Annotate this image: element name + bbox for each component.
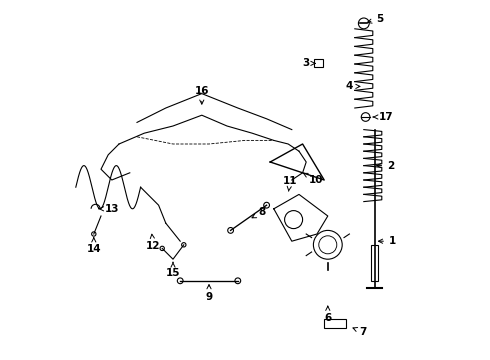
Bar — [371, 245, 378, 281]
Text: 16: 16 — [195, 86, 209, 104]
Text: 1: 1 — [378, 236, 396, 246]
Text: 11: 11 — [283, 176, 297, 191]
Text: 7: 7 — [353, 327, 367, 337]
Text: 14: 14 — [87, 238, 101, 254]
Text: 13: 13 — [99, 204, 119, 214]
Text: 17: 17 — [373, 112, 393, 122]
Text: 4: 4 — [346, 81, 360, 91]
Text: 2: 2 — [377, 161, 394, 171]
Text: 9: 9 — [205, 285, 213, 302]
Text: 15: 15 — [166, 262, 180, 278]
Text: 8: 8 — [252, 207, 266, 218]
Text: 12: 12 — [146, 234, 160, 251]
Bar — [324, 319, 346, 328]
Text: 6: 6 — [324, 306, 331, 323]
Text: 5: 5 — [368, 14, 384, 24]
Text: 10: 10 — [303, 173, 323, 185]
Text: 3: 3 — [302, 58, 315, 68]
